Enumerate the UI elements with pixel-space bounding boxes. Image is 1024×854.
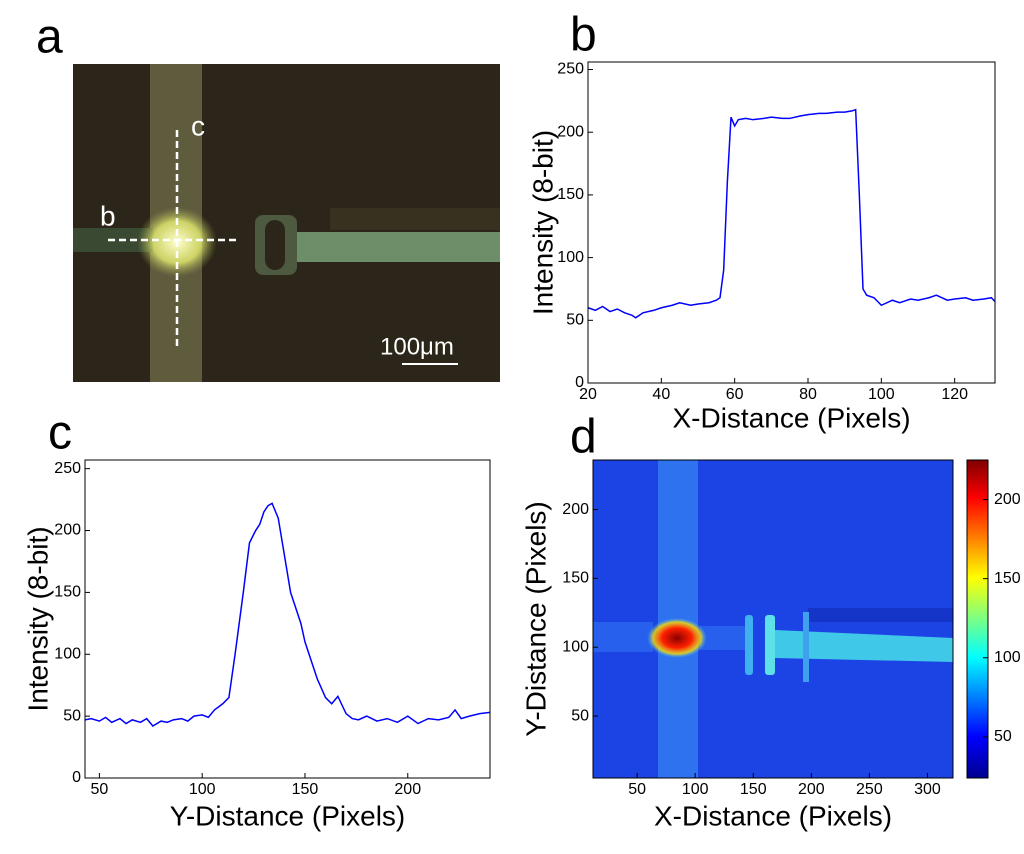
data-line bbox=[587, 108, 996, 319]
scale-bar-label: 100μm bbox=[380, 333, 454, 360]
x-tick-label: 100 bbox=[682, 781, 709, 798]
x-tick-label: 300 bbox=[914, 781, 941, 798]
x-axis-label: X-Distance (Pixels) bbox=[654, 800, 892, 831]
annotation: b bbox=[100, 200, 116, 231]
x-tick-label: 100 bbox=[189, 781, 216, 798]
colorbar-tick-label: 150 bbox=[994, 570, 1021, 587]
x-tick-label: 200 bbox=[798, 781, 825, 798]
panel-label: a bbox=[36, 11, 63, 64]
y-axis-label: Y-Distance (Pixels) bbox=[520, 501, 551, 736]
x-axis-label: Y-Distance (Pixels) bbox=[170, 800, 405, 831]
y-tick-label: 250 bbox=[54, 460, 81, 477]
x-tick-label: 120 bbox=[941, 386, 968, 403]
y-axis-label: Intensity (8-bit) bbox=[22, 526, 53, 711]
colorbar-tick-label: 50 bbox=[994, 728, 1012, 745]
y-tick-label: 150 bbox=[562, 570, 589, 587]
x-tick-label: 40 bbox=[652, 386, 670, 403]
x-tick-label: 20 bbox=[579, 386, 597, 403]
x-tick-label: 100 bbox=[868, 386, 895, 403]
y-tick-label: 50 bbox=[566, 312, 584, 329]
y-tick-label: 0 bbox=[72, 769, 81, 786]
panel-label: d bbox=[570, 411, 597, 464]
panel-label: b bbox=[570, 9, 597, 62]
panel-label: c bbox=[48, 407, 72, 460]
y-tick-label: 200 bbox=[54, 522, 81, 539]
y-axis-label: Intensity (8-bit) bbox=[527, 130, 558, 315]
y-tick-label: 50 bbox=[571, 707, 589, 724]
x-tick-label: 200 bbox=[394, 781, 421, 798]
x-tick-label: 150 bbox=[292, 781, 319, 798]
x-tick-label: 150 bbox=[740, 781, 767, 798]
heatmap-image bbox=[593, 460, 953, 778]
colorbar-tick-label: 200 bbox=[994, 491, 1021, 508]
plot-frame bbox=[587, 61, 996, 384]
y-tick-label: 100 bbox=[562, 638, 589, 655]
colorbar bbox=[966, 459, 989, 779]
y-tick-label: 0 bbox=[575, 374, 584, 391]
x-tick-label: 60 bbox=[726, 386, 744, 403]
y-tick-label: 200 bbox=[557, 123, 584, 140]
y-tick-label: 200 bbox=[562, 501, 589, 518]
plot-frame bbox=[84, 459, 491, 779]
y-tick-label: 100 bbox=[54, 645, 81, 662]
x-tick-label: 80 bbox=[799, 386, 817, 403]
y-tick-label: 150 bbox=[54, 584, 81, 601]
x-tick-label: 250 bbox=[856, 781, 883, 798]
annotation: c bbox=[191, 110, 205, 141]
plot-frame bbox=[592, 459, 954, 779]
y-tick-label: 250 bbox=[557, 61, 584, 78]
x-axis-label: X-Distance (Pixels) bbox=[672, 402, 910, 433]
x-tick-label: 50 bbox=[90, 781, 108, 798]
y-tick-label: 150 bbox=[557, 186, 584, 203]
x-tick-label: 50 bbox=[628, 781, 646, 798]
colorbar-tick-label: 100 bbox=[994, 649, 1021, 666]
y-tick-label: 50 bbox=[63, 707, 81, 724]
micrograph: c b 100μm bbox=[73, 64, 500, 382]
data-line bbox=[84, 502, 491, 728]
y-tick-label: 100 bbox=[557, 249, 584, 266]
